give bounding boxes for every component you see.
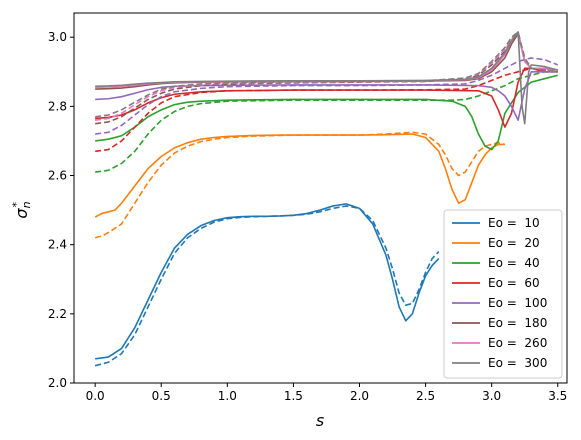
series-line-dashed-eo-60 <box>95 67 558 153</box>
axes-frame <box>73 12 568 384</box>
legend-label: Eo = 100 <box>488 296 547 310</box>
y-axis-ticks: 2.0 2.2 2.4 2.6 2.8 3.0 <box>48 30 74 390</box>
y-axis-label-symbol: σ <box>12 208 31 219</box>
y-axis-label: σn* <box>10 201 33 218</box>
plot-lines <box>94 31 559 367</box>
series-line-solid-eo-260 <box>95 31 558 89</box>
series-line-dashed-eo-300 <box>95 31 558 118</box>
series-line-solid-eo-100 <box>95 70 558 121</box>
series-line-dashed-eo-10 <box>94 205 440 367</box>
series-line-dashed-eo-20 <box>94 131 506 239</box>
y-tick-label: 3.0 <box>48 30 67 44</box>
legend-box <box>443 209 563 379</box>
x-tick-label: 0.5 <box>152 389 171 403</box>
legend-label: Eo = 300 <box>488 356 547 370</box>
y-tick-label: 2.4 <box>48 238 67 252</box>
y-tick-label: 2.2 <box>48 307 67 321</box>
series-line-solid-eo-10 <box>95 203 440 360</box>
legend-label: Eo = 60 <box>488 276 540 290</box>
series-line-solid-eo-40 <box>95 74 558 151</box>
y-tick-label: 2.6 <box>48 169 67 183</box>
x-tick-label: 0.0 <box>86 389 105 403</box>
series-line-dashed-eo-100 <box>95 57 559 135</box>
x-tick-label: 2.5 <box>416 389 435 403</box>
x-tick-label: 3.0 <box>482 389 501 403</box>
legend-label: Eo = 260 <box>488 336 547 350</box>
y-tick-label: 2.0 <box>48 376 67 390</box>
x-axis-label: s <box>316 411 324 430</box>
series-line-solid-eo-20 <box>94 133 505 218</box>
x-tick-label: 3.5 <box>548 389 567 403</box>
x-tick-label: 1.0 <box>218 389 237 403</box>
legend-label: Eo = 10 <box>488 216 540 230</box>
series-line-dashed-eo-180 <box>95 32 558 125</box>
x-tick-label: 2.0 <box>350 389 369 403</box>
legend-label: Eo = 20 <box>488 236 540 250</box>
series-line-solid-eo-60 <box>95 67 558 128</box>
y-axis-label-superscript: * <box>10 201 23 207</box>
legend: Eo = 10 Eo = 20 Eo = 40 Eo = 60 Eo = 100 Eo =… <box>443 209 563 379</box>
legend-label: Eo = 180 <box>488 316 547 330</box>
x-axis-ticks: 0.0 0.5 1.0 1.5 2.0 2.5 3.0 3.5 <box>86 383 567 403</box>
y-axis-label-subscript: n <box>20 201 33 208</box>
x-tick-label: 1.5 <box>284 389 303 403</box>
y-tick-label: 2.8 <box>48 99 67 113</box>
series-line-solid-eo-300 <box>95 31 558 125</box>
legend-label: Eo = 40 <box>488 256 540 270</box>
